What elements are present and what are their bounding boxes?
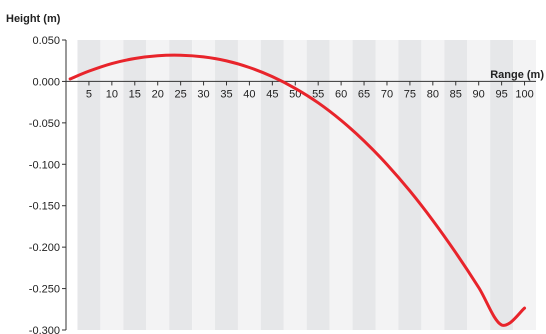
grid-band — [77, 40, 101, 330]
grid-band — [490, 40, 514, 330]
x-tick-label: 65 — [358, 88, 370, 100]
y-axis-title: Height (m) — [6, 13, 61, 25]
y-tick-label: -0.300 — [29, 325, 60, 334]
x-tick-label: 40 — [243, 88, 255, 100]
grid-band — [146, 40, 170, 330]
grid-band — [237, 40, 261, 330]
grid-band — [513, 40, 536, 330]
grid-band — [215, 40, 238, 330]
x-tick-label: 35 — [220, 88, 232, 100]
x-tick-label: 60 — [335, 88, 347, 100]
x-tick-label: 95 — [495, 88, 507, 100]
grid-band — [169, 40, 193, 330]
x-tick-label: 20 — [152, 88, 164, 100]
x-tick-label: 45 — [266, 88, 278, 100]
x-axis-ticks: 5 10 15 20 25 30 35 40 45 50 55 60 65 70 75 80 85 90 95 100 — [86, 81, 534, 100]
y-tick-label: -0.200 — [29, 242, 60, 254]
x-tick-label: 15 — [129, 88, 141, 100]
grid-band — [283, 40, 307, 330]
y-tick-label: -0.150 — [29, 201, 60, 213]
x-tick-label: 90 — [473, 88, 485, 100]
x-tick-label: 85 — [450, 88, 462, 100]
series-layer — [68, 53, 527, 327]
x-tick-label: 70 — [381, 88, 393, 100]
x-tick-label: 5 — [86, 88, 92, 100]
grid-band — [100, 40, 124, 330]
grid-band — [329, 40, 353, 330]
x-tick-label: 80 — [427, 88, 439, 100]
grid-band — [192, 40, 216, 330]
grid-band — [123, 40, 147, 330]
x-tick-label: 30 — [197, 88, 209, 100]
y-tick-label: -0.250 — [29, 284, 60, 296]
y-tick-label: 0.050 — [32, 35, 60, 47]
x-axis-title: Range (m) — [490, 69, 544, 81]
x-tick-label: 55 — [312, 88, 324, 100]
grid-band — [260, 40, 284, 330]
grid-band — [398, 40, 422, 330]
axes — [65, 40, 536, 330]
grid-band — [444, 40, 468, 330]
x-tick-label: 100 — [515, 88, 533, 100]
grid-band — [306, 40, 330, 330]
x-tick-label: 25 — [175, 88, 187, 100]
y-tick-label: -0.100 — [29, 159, 60, 171]
y-tick-label: -0.050 — [29, 118, 60, 130]
y-tick-label: 0.000 — [32, 76, 60, 88]
x-tick-label: 10 — [106, 88, 118, 100]
grid-band — [352, 40, 376, 330]
grid-band — [375, 40, 399, 330]
x-tick-label: 75 — [404, 88, 416, 100]
grid-band — [421, 40, 445, 330]
grid-band — [467, 40, 491, 330]
background-bands — [77, 40, 536, 330]
y-axis-ticks: 0.050 0.000 -0.050 -0.100 -0.150 -0.200 -0.250… — [29, 35, 66, 334]
